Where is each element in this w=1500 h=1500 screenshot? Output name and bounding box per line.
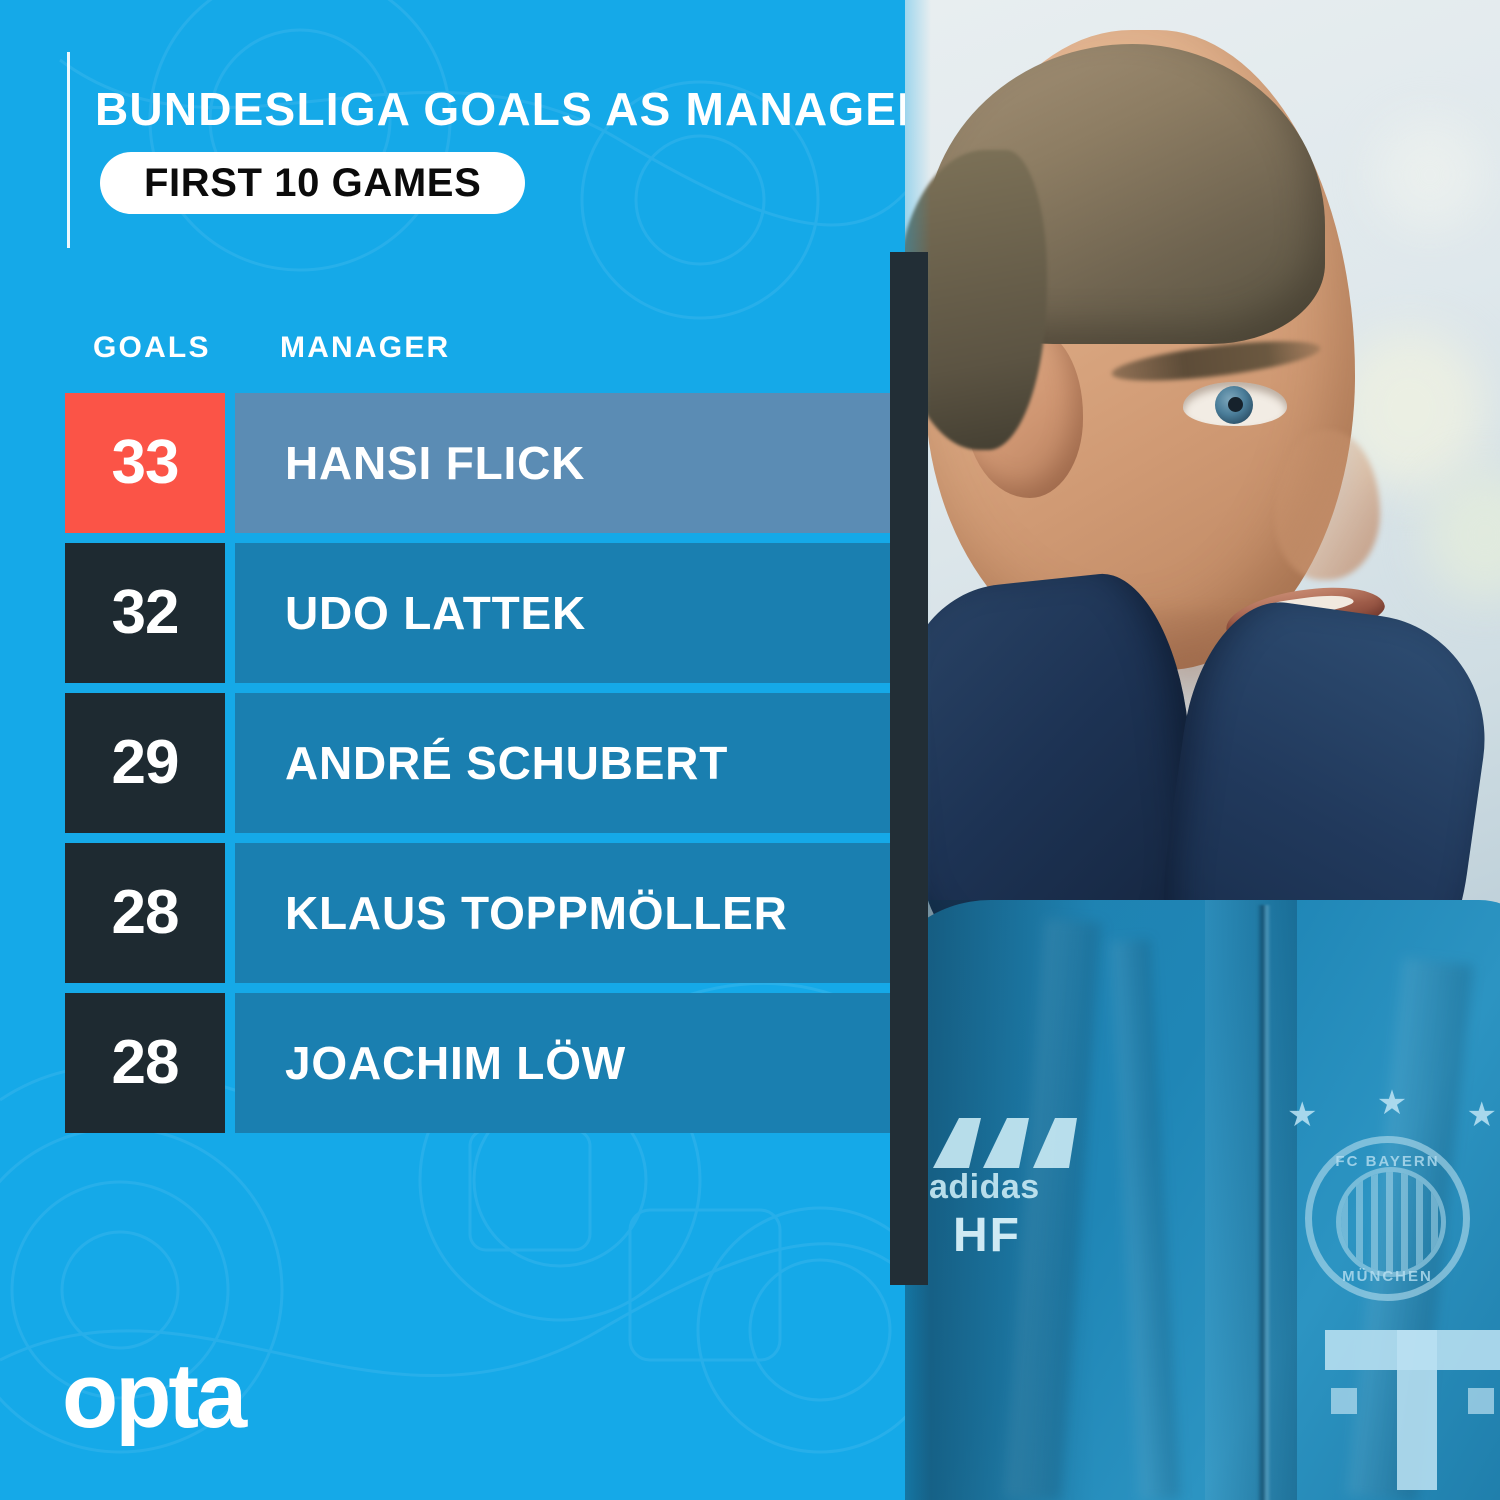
jacket-initials: HF	[953, 1209, 1021, 1262]
manager-name: HANSI FLICK	[285, 437, 586, 489]
manager-cell: HANSI FLICK	[235, 393, 890, 533]
subtitle-label: FIRST 10 GAMES	[144, 161, 482, 205]
star-icon: ★	[1466, 1096, 1497, 1134]
goals-value: 32	[111, 578, 180, 647]
t-square-right	[1468, 1388, 1494, 1414]
column-header-goals: GOALS	[93, 331, 211, 364]
adidas-wordmark: adidas	[929, 1168, 1040, 1206]
table-row: 28 KLAUS TOPPMÖLLER	[0, 843, 930, 983]
telekom-logo-icon	[1325, 1330, 1500, 1490]
title-accent-rule	[67, 52, 70, 248]
manager-cell: KLAUS TOPPMÖLLER	[235, 843, 890, 983]
crest-inner	[1336, 1167, 1446, 1277]
jacket-placket	[1205, 900, 1297, 1500]
jacket-zip	[1257, 905, 1271, 1500]
manager-name: ANDRÉ SCHUBERT	[285, 737, 729, 789]
manager-cell: ANDRÉ SCHUBERT	[235, 693, 890, 833]
goals-cell: 28	[65, 993, 225, 1133]
manager-name: JOACHIM LÖW	[285, 1037, 626, 1089]
face	[905, 30, 1388, 740]
goals-value: 33	[111, 428, 180, 497]
goals-value: 28	[111, 1028, 180, 1097]
panel-divider	[890, 252, 928, 1285]
bokeh-light	[1375, 120, 1485, 230]
subtitle-pill: FIRST 10 GAMES	[100, 152, 526, 214]
star-icon: ★	[1287, 1096, 1318, 1134]
goals-value: 29	[111, 728, 180, 797]
manager-cell: UDO LATTEK	[235, 543, 890, 683]
crest-stripes	[1341, 1172, 1441, 1272]
opta-logo: opta	[62, 1345, 247, 1447]
hair-side	[905, 150, 1047, 450]
adidas-icon	[929, 1112, 1099, 1174]
column-header-manager: MANAGER	[280, 331, 451, 364]
table-row: 29 ANDRÉ SCHUBERT	[0, 693, 930, 833]
goals-value: 28	[111, 878, 180, 947]
nose	[1275, 430, 1380, 580]
goals-cell: 33	[65, 393, 225, 533]
manager-name: KLAUS TOPPMÖLLER	[285, 887, 788, 939]
bayern-crest-icon: FC BAYERN MÜNCHEN	[1305, 1136, 1470, 1301]
eye	[1183, 382, 1287, 426]
page-title: BUNDESLIGA GOALS AS MANAGER	[95, 83, 932, 135]
t-stem	[1397, 1330, 1437, 1490]
championship-stars-icon: ★ ★ ★	[1287, 1086, 1497, 1134]
table-row: 33 HANSI FLICK	[0, 393, 930, 533]
t-square-left	[1331, 1388, 1357, 1414]
star-icon: ★	[1376, 1084, 1408, 1122]
table-row: 32 UDO LATTEK	[0, 543, 930, 683]
crest-text-bottom: MÜNCHEN	[1342, 1268, 1433, 1285]
table-row: 28 JOACHIM LÖW	[0, 993, 930, 1133]
manager-photo: adidas HF ★ ★ ★ FC BAYERN MÜNCHEN	[905, 0, 1500, 1500]
ranking-table: 33 HANSI FLICK 32 UDO LATTEK 29	[0, 393, 930, 1143]
crest-text-top: FC BAYERN	[1335, 1153, 1440, 1170]
goals-cell: 32	[65, 543, 225, 683]
bokeh-light	[1425, 470, 1500, 600]
pupil	[1228, 397, 1243, 412]
manager-cell: JOACHIM LÖW	[235, 993, 890, 1133]
goals-cell: 28	[65, 843, 225, 983]
goals-cell: 29	[65, 693, 225, 833]
manager-name: UDO LATTEK	[285, 587, 587, 639]
stat-panel: BUNDESLIGA GOALS AS MANAGER FIRST 10 GAM…	[0, 52, 932, 1447]
